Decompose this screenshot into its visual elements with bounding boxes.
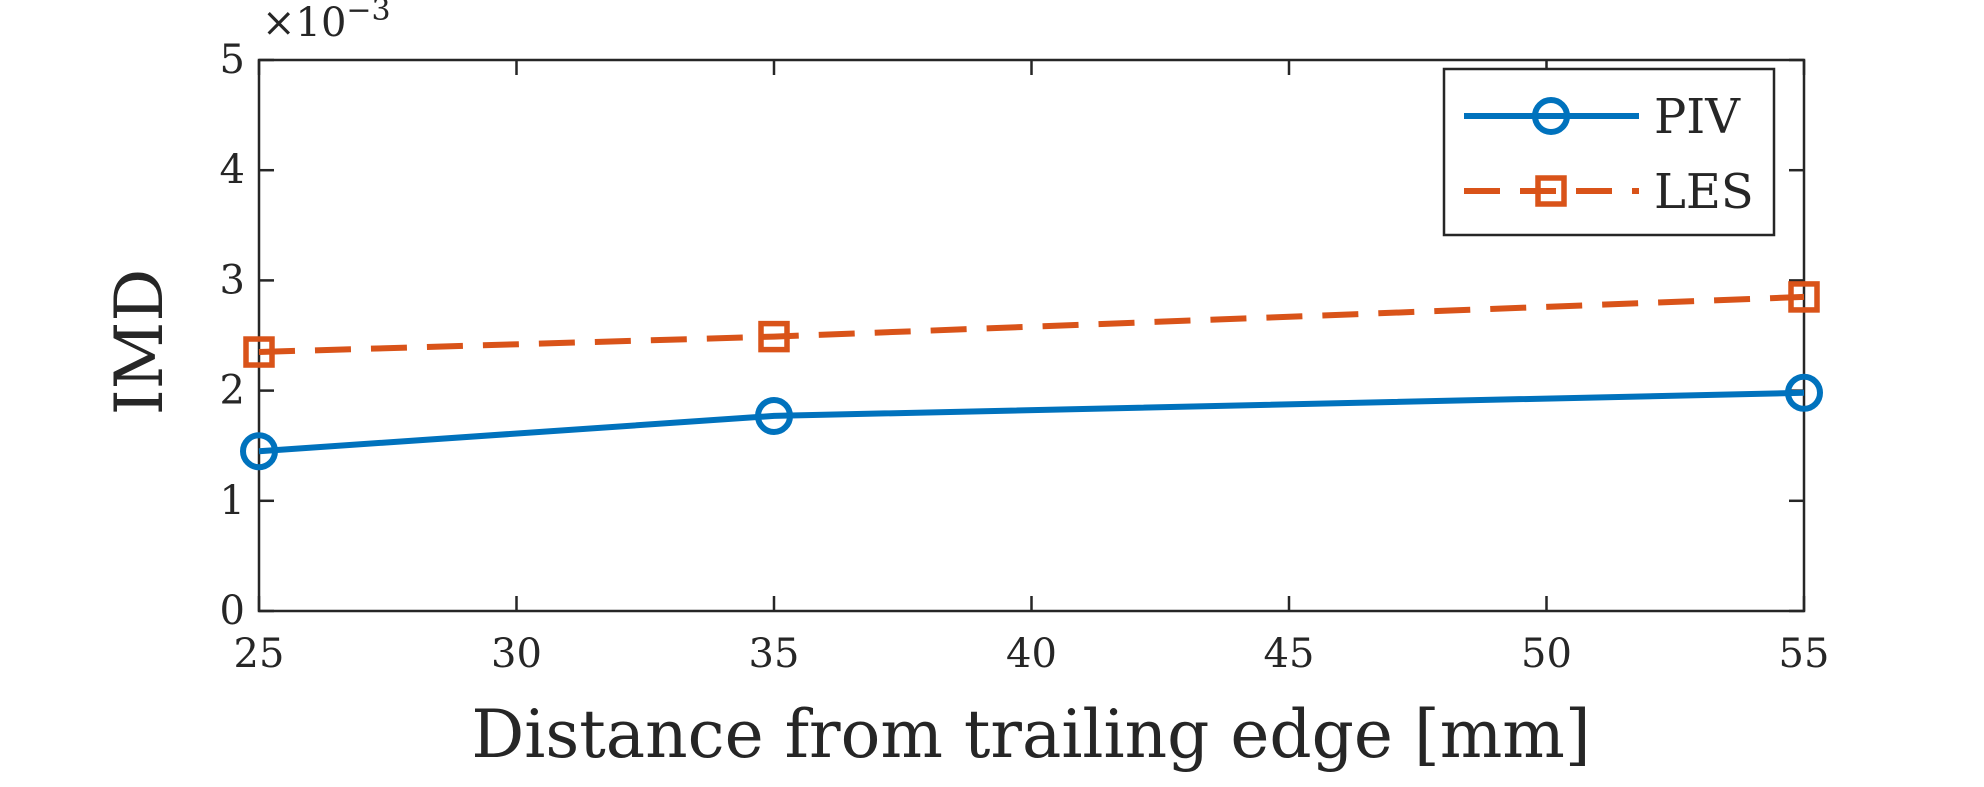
x-axis-label: Distance from trailing edge [mm] [471,696,1590,773]
legend-marker [1535,175,1567,207]
data-point [1788,281,1820,313]
legend: PIV LES [1442,67,1776,237]
y-tick-label: 1 [220,478,245,524]
x-tick-label: 35 [749,631,800,677]
data-point [243,336,275,368]
data-point [240,432,278,471]
legend-marker [1532,97,1570,135]
series-line [258,389,1805,455]
legend-label: PIV [1654,89,1741,145]
y-axis-exponent-base: ×10 [262,0,346,46]
x-tick-label: 45 [1264,631,1315,677]
y-tick-label: 0 [220,588,245,634]
y-tick-label: 5 [220,37,245,83]
x-tick-label: 40 [1006,631,1057,677]
x-tick-label: 30 [491,631,542,677]
series-les [243,281,1820,368]
y-tick-label: 2 [220,368,245,414]
legend-item-les: LES [1464,164,1754,220]
x-tick-label: 25 [234,631,285,677]
data-point [755,396,793,435]
y-tick-label: 4 [220,147,245,193]
x-tick-label: 55 [1779,631,1830,677]
data-point [1785,373,1823,412]
y-axis-exponent-power: −3 [346,0,390,28]
data-point [758,320,790,353]
y-axis-exponent: ×10−3 [262,0,391,46]
series-piv [240,373,1823,471]
y-axis-label: IMD [101,269,178,416]
legend-box [1442,67,1776,237]
y-tick-label: 3 [220,257,245,303]
x-tick-label: 50 [1521,631,1572,677]
series-line [258,293,1805,355]
legend-item-piv: PIV [1464,89,1741,145]
series-layer [240,281,1823,471]
legend-label: LES [1654,164,1754,220]
